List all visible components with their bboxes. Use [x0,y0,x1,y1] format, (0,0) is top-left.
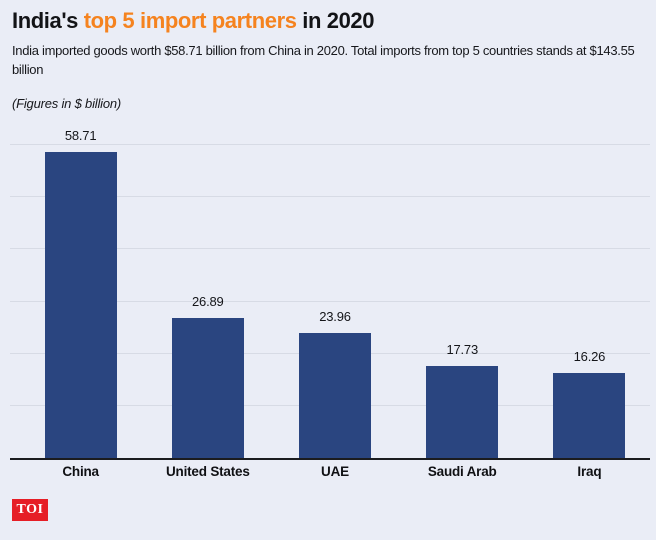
bar-iraq [553,373,626,458]
category-label-iraq: Iraq [577,464,602,479]
title-suffix: in 2020 [296,8,375,33]
bar-column-united-states: 26.89 [144,110,271,458]
bar-saudi-arab [426,365,499,458]
bar-value-label-saudi-arab: 17.73 [446,341,478,357]
category-label-united-states: United States [165,464,250,479]
toi-logo: TOI [12,499,48,521]
category-label-china: China [62,464,99,479]
bar-china [44,151,117,458]
bar-column-saudi-arab: 17.73 [399,110,526,458]
title-prefix: India's [12,8,84,33]
header: India's top 5 import partners in 2020 In… [12,8,648,111]
subtitle: India imported goods worth $58.71 billio… [12,43,635,77]
bars-container: 58.71 26.89 23.96 17.73 16.26 [17,110,653,458]
bar-value-label-china: 58.71 [64,127,97,143]
gridline-60 [10,144,650,145]
bar-uae [299,333,371,458]
page-title: India's top 5 import partners in 2020 [12,8,648,34]
category-labels: China United States UAE Saudi Arab Iraq [17,464,653,479]
gridline-50 [10,196,650,198]
bar-column-iraq: 16.26 [526,110,653,458]
gridline-30 [10,300,650,302]
toi-logo-text: TOI [16,502,44,517]
category-label-saudi-arab: Saudi Arab [427,464,497,479]
x-axis-line [10,458,650,460]
bar-column-china: 58.71 [17,110,144,458]
title-highlight: top 5 import partners [83,8,297,33]
bar-column-uae: 23.96 [271,110,398,458]
bar-value-label-iraq: 16.26 [573,349,606,365]
bar-united-states [171,317,244,458]
bar-value-label-uae: 23.96 [319,309,351,324]
bar-value-label-united-states: 26.89 [192,293,224,309]
units-note: (Figures in $ billion) [12,96,122,111]
category-label-uae: UAE [321,464,349,479]
gridline-40 [10,248,650,250]
